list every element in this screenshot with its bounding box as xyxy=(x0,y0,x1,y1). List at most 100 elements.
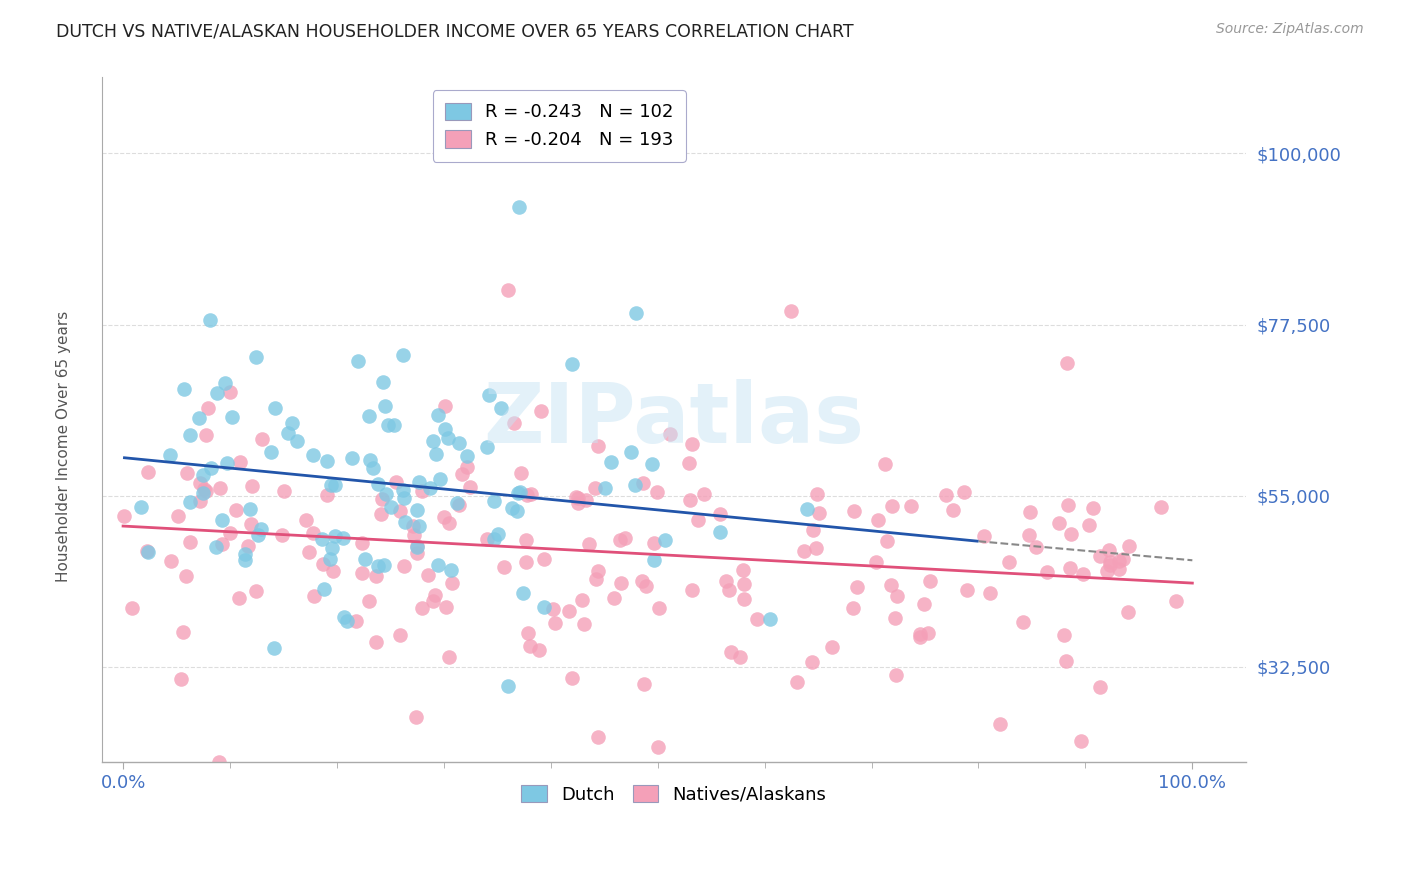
Point xyxy=(240,479,263,493)
Point xyxy=(311,532,333,546)
Point xyxy=(515,555,537,569)
Point xyxy=(260,445,283,459)
Point xyxy=(478,387,501,401)
Point xyxy=(404,528,426,542)
Point xyxy=(595,482,617,496)
Point xyxy=(188,475,211,490)
Point xyxy=(426,558,449,572)
Point xyxy=(322,564,344,578)
Point xyxy=(392,483,415,498)
Point xyxy=(681,437,703,451)
Point xyxy=(218,384,240,399)
Point xyxy=(172,625,194,640)
Point xyxy=(273,484,295,499)
Point xyxy=(344,614,367,628)
Point xyxy=(918,574,941,588)
Point xyxy=(373,375,395,389)
Point xyxy=(357,593,380,607)
Point xyxy=(567,491,589,505)
Point xyxy=(380,500,402,514)
Point xyxy=(211,513,233,527)
Point xyxy=(233,553,256,567)
Point xyxy=(411,484,433,499)
Point xyxy=(567,496,589,510)
Point xyxy=(509,485,531,500)
Point xyxy=(884,667,907,681)
Point xyxy=(406,539,429,553)
Point xyxy=(979,586,1001,600)
Point xyxy=(437,431,460,445)
Point xyxy=(367,477,389,491)
Point xyxy=(641,457,664,471)
Point xyxy=(373,558,395,572)
Point xyxy=(1083,500,1105,515)
Point xyxy=(588,439,610,453)
Point xyxy=(408,475,430,489)
Point xyxy=(433,510,456,524)
Point xyxy=(935,488,957,502)
Point xyxy=(482,532,505,546)
Point xyxy=(208,755,231,769)
Point xyxy=(564,491,586,505)
Point xyxy=(439,563,461,577)
Point xyxy=(609,575,631,590)
Point xyxy=(654,533,676,548)
Point xyxy=(174,569,197,583)
Point xyxy=(578,537,600,551)
Point xyxy=(121,601,143,615)
Point xyxy=(1095,564,1118,578)
Point xyxy=(846,580,869,594)
Point xyxy=(866,513,889,527)
Point xyxy=(301,448,323,462)
Point xyxy=(311,558,333,572)
Point xyxy=(252,432,274,446)
Text: Source: ZipAtlas.com: Source: ZipAtlas.com xyxy=(1216,22,1364,37)
Point xyxy=(1111,551,1133,566)
Point xyxy=(942,503,965,517)
Point xyxy=(801,656,824,670)
Point xyxy=(295,512,318,526)
Point xyxy=(508,200,530,214)
Point xyxy=(200,461,222,475)
Point xyxy=(603,591,626,605)
Point xyxy=(841,600,863,615)
Point xyxy=(332,531,354,545)
Point xyxy=(434,599,457,614)
Point xyxy=(900,499,922,513)
Point xyxy=(496,283,519,297)
Point xyxy=(633,677,655,691)
Point xyxy=(820,640,842,654)
Point xyxy=(233,547,256,561)
Point xyxy=(988,716,1011,731)
Point xyxy=(460,480,482,494)
Point xyxy=(575,492,598,507)
Point xyxy=(314,582,336,596)
Point xyxy=(1060,527,1083,541)
Point xyxy=(733,592,755,607)
Point xyxy=(510,466,533,480)
Point xyxy=(422,594,444,608)
Point xyxy=(529,643,551,657)
Point xyxy=(194,484,217,499)
Point xyxy=(1150,500,1173,514)
Point xyxy=(437,516,460,530)
Point xyxy=(247,528,270,542)
Point xyxy=(561,671,583,685)
Point xyxy=(1098,543,1121,558)
Point xyxy=(494,559,516,574)
Point xyxy=(179,495,201,509)
Point xyxy=(385,475,408,489)
Point xyxy=(319,478,342,492)
Point xyxy=(406,546,429,560)
Point xyxy=(392,348,415,362)
Point xyxy=(277,425,299,440)
Point xyxy=(688,513,710,527)
Point xyxy=(786,675,808,690)
Point xyxy=(1019,505,1042,519)
Point xyxy=(599,455,621,469)
Point xyxy=(908,630,931,644)
Point xyxy=(321,541,343,555)
Point xyxy=(433,399,456,413)
Point xyxy=(973,529,995,543)
Point xyxy=(173,382,195,396)
